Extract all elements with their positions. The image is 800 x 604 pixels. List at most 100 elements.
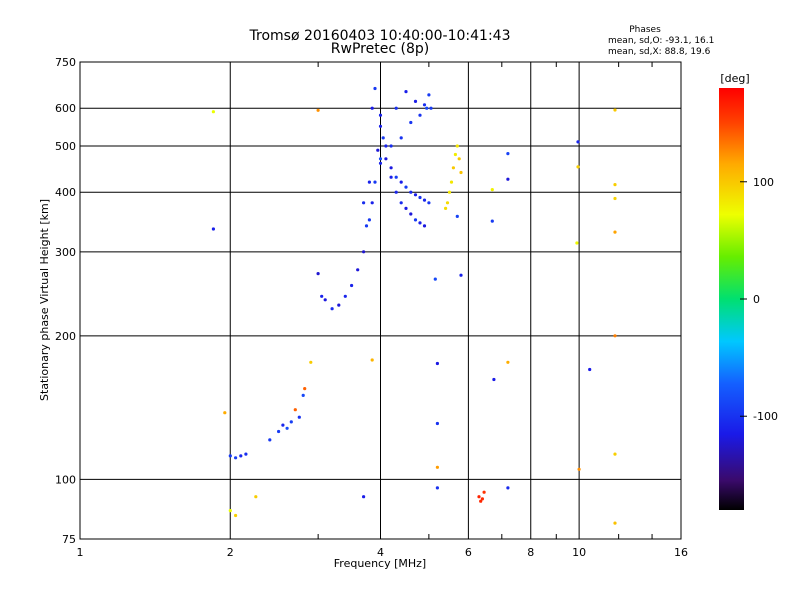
data-point	[413, 193, 418, 197]
x-tick-label: 4	[377, 546, 384, 559]
data-point	[389, 166, 393, 170]
x-tick-label: 6	[465, 546, 472, 559]
data-point	[378, 161, 383, 165]
data-point	[297, 415, 301, 419]
data-point	[447, 190, 452, 194]
colorbar-tick-label: 100	[753, 176, 774, 189]
y-tick-label: 200	[55, 330, 76, 343]
data-point	[435, 421, 439, 426]
colorbar-ticks: 100 0 -100	[740, 176, 778, 423]
data-point	[455, 144, 459, 148]
data-point	[576, 165, 580, 169]
y-tick-label: 400	[55, 186, 76, 199]
stats-o-line: mean, sd,O: -93.1, 16.1	[608, 36, 714, 46]
data-point	[277, 429, 281, 434]
data-point	[373, 180, 377, 184]
data-point	[389, 144, 393, 148]
y-tick-label: 300	[55, 246, 76, 259]
data-point	[268, 438, 272, 442]
data-point	[576, 140, 580, 144]
data-point	[223, 411, 227, 415]
x-tick-label: 16	[674, 546, 688, 559]
data-point	[506, 152, 510, 156]
data-point	[384, 157, 388, 161]
data-point	[239, 454, 243, 458]
data-point	[506, 486, 510, 490]
data-point	[320, 294, 324, 298]
data-point	[427, 93, 431, 97]
data-point	[399, 180, 403, 184]
data-point	[316, 108, 320, 112]
data-point	[303, 387, 307, 391]
data-point	[362, 250, 366, 254]
data-point	[444, 206, 448, 210]
data-point	[394, 106, 398, 110]
data-point	[254, 495, 258, 499]
data-point	[293, 408, 297, 412]
data-point	[367, 218, 371, 222]
data-point	[613, 230, 617, 234]
data-point	[613, 183, 617, 187]
data-points	[211, 86, 617, 525]
data-point	[373, 86, 377, 91]
chart-subtitle: RwPretec (8p)	[331, 41, 429, 57]
data-point	[399, 201, 403, 205]
colorbar-tick-label: -100	[753, 410, 778, 423]
data-point	[234, 513, 238, 518]
y-axis-label: Stationary phase Virtual Height [km]	[38, 199, 51, 401]
stats-title: Phases	[629, 25, 661, 35]
y-tick-label: 75	[62, 533, 76, 546]
data-point	[330, 307, 334, 311]
data-point	[350, 283, 354, 288]
data-point	[482, 490, 486, 494]
data-point	[289, 420, 293, 424]
data-point	[413, 99, 418, 103]
data-point	[577, 467, 581, 471]
data-point	[370, 106, 374, 110]
data-point	[343, 294, 347, 298]
data-point	[362, 495, 366, 499]
data-point	[613, 334, 617, 338]
data-point	[435, 361, 439, 366]
data-point	[429, 106, 433, 110]
data-point	[281, 423, 285, 427]
data-point	[409, 212, 413, 216]
data-point	[404, 90, 408, 94]
x-tick-label: 8	[527, 546, 534, 559]
x-tick-label: 10	[572, 546, 586, 559]
data-point	[378, 124, 383, 128]
data-point	[492, 377, 496, 382]
data-point	[422, 103, 427, 107]
data-point	[362, 201, 366, 205]
data-point	[370, 358, 374, 362]
data-point	[425, 106, 429, 110]
data-point	[613, 521, 617, 525]
data-point	[457, 157, 461, 161]
data-point	[575, 241, 579, 245]
data-point	[433, 277, 437, 281]
x-tick-label: 1	[77, 546, 84, 559]
colorbar	[719, 88, 744, 510]
data-point	[409, 120, 413, 125]
chart-title: Tromsø 20160403 10:40:00-10:41:43	[249, 28, 511, 44]
data-point	[404, 185, 408, 189]
data-point	[228, 509, 232, 513]
data-point	[301, 393, 305, 397]
x-axis-label: Frequency [MHz]	[334, 557, 426, 570]
data-point	[418, 113, 422, 117]
data-point	[309, 360, 313, 364]
data-point	[234, 456, 238, 460]
data-point	[453, 152, 457, 157]
data-point	[376, 148, 380, 152]
data-point	[413, 218, 418, 222]
data-point	[394, 175, 398, 179]
data-point	[378, 157, 383, 161]
colorbar-tick-label: 0	[753, 293, 760, 306]
data-point	[449, 180, 454, 184]
y-tick-label: 100	[55, 473, 76, 486]
data-point	[435, 486, 439, 490]
data-point	[422, 224, 427, 228]
data-point	[422, 198, 427, 202]
